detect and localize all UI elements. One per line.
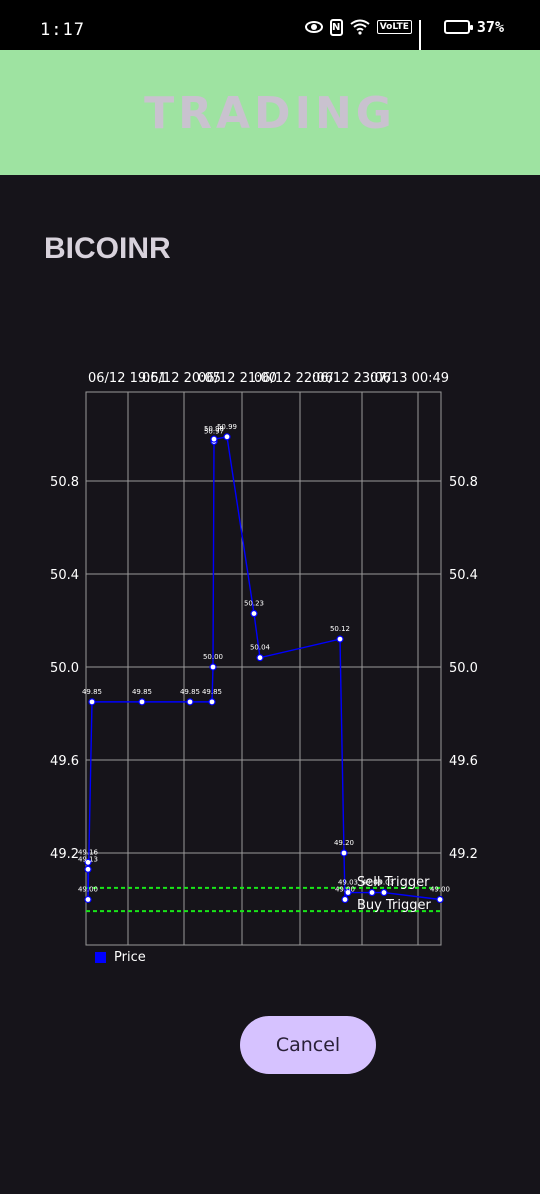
data-point-label: 49.13 [78,855,98,863]
volte-icon: VoLTE [376,20,412,34]
signal-icon [418,20,437,54]
y-tick-label-left: 49.2 [50,847,79,862]
data-point-label: 49.20 [334,839,354,847]
y-tick-label-left: 50.4 [50,568,79,583]
y-tick-label-right: 49.2 [449,847,478,862]
data-point-label: 49.03 [374,879,394,887]
legend-swatch [95,952,106,963]
data-point [341,895,349,904]
data-point-label: 50.00 [203,653,223,661]
data-point [340,849,348,857]
y-tick-label-right: 50.8 [449,475,478,490]
data-point [368,888,376,897]
y-tick-label-left: 50.8 [50,475,79,490]
legend-label: Price [114,950,146,965]
nfc-icon: N [329,18,343,36]
battery-percent: 37% [476,18,504,36]
price-line [87,436,441,901]
data-point [88,698,96,706]
data-point-label: 49.00 [335,886,355,894]
wifi-icon [350,19,370,35]
symbol-title: BICOINR [44,232,171,265]
data-point [436,895,444,904]
data-point [380,888,388,897]
status-bar: 1:17 N VoLTE 37% [0,0,540,54]
y-tick-label-left: 49.6 [50,754,79,769]
data-point-label: 49.85 [202,688,222,696]
chart-grid: 50.8 50.8 50.4 50.4 50.0 50.0 49.6 49.6 49.2 49.2… [50,371,478,946]
plot-frame [85,391,442,946]
chart-points [84,433,444,904]
data-point [84,865,92,873]
data-point [210,435,218,443]
chart-triggers: Sell Trigger Buy Trigger [86,875,441,913]
data-point-label: 49.00 [78,886,98,894]
x-tick-label: 07/13 00:49 [370,371,449,386]
data-point-label: 49.85 [180,688,200,696]
app-title: TRADING [144,88,396,139]
cancel-button[interactable]: Cancel [240,1016,376,1074]
data-point-label: 49.85 [82,688,102,696]
trigger-label: Sell Trigger [357,875,430,890]
x-tick-label: 06/12 21:00 [198,371,277,386]
y-tick-label-right: 50.0 [449,661,478,676]
y-tick-label-left: 50.0 [50,661,79,676]
data-point-label: 50.98 [204,425,224,433]
data-point-label: 50.12 [330,625,350,633]
data-point [84,858,92,866]
data-point-label: 49.00 [430,886,450,894]
data-point [186,698,194,706]
chart-legend: Price [95,950,146,965]
y-tick-label-right: 49.6 [449,754,478,769]
data-point-label: 49.16 [78,848,99,856]
data-point-label: 50.23 [244,600,264,608]
eye-icon [304,21,323,33]
chart-series-line [87,436,441,901]
data-point [336,635,344,643]
data-point-label: 50.99 [217,423,237,431]
data-point-label: 50.04 [250,644,271,652]
app-header [0,50,540,175]
data-point [208,698,216,706]
data-point [209,663,217,671]
price-chart: 50.8 50.8 50.4 50.4 50.0 50.0 49.6 49.6 49.2 49.2… [50,371,478,946]
data-point-label: 49.03 [338,879,358,887]
data-point [138,698,146,706]
data-point-label: 49.03 [362,879,382,887]
status-time: 1:17 [40,20,85,40]
data-point [223,433,231,441]
trigger-label: Buy Trigger [357,898,431,913]
status-icons: N VoLTE 37% [304,18,504,54]
data-point-label: 50.97 [204,427,224,435]
data-point [256,654,264,662]
data-point-label: 49.85 [132,688,152,696]
battery-icon [443,20,473,34]
y-tick-label-right: 50.4 [449,568,478,583]
x-tick-label: 06/12 19:51 [88,371,167,386]
x-tick-label: 06/12 23:06 [312,371,391,386]
x-tick-label: 06/12 22:06 [254,371,333,386]
data-point [250,609,258,618]
data-point [344,888,352,897]
x-tick-label: 06/12 20:05 [142,371,221,386]
data-point [84,895,92,904]
